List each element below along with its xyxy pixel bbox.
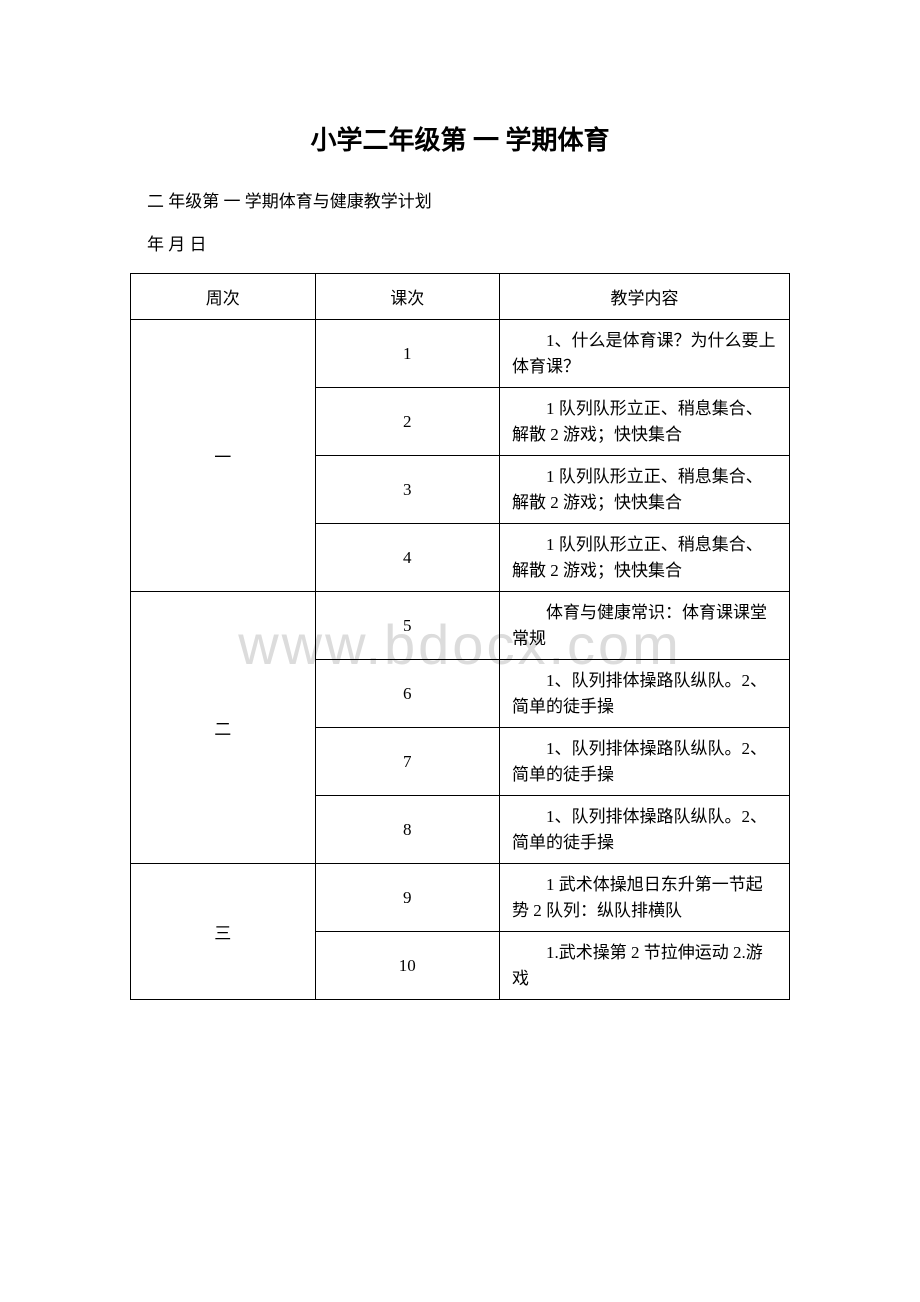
- table-row: 三91 武术体操旭日东升第一节起势 2 队列：纵队排横队: [131, 864, 790, 932]
- header-lesson: 课次: [315, 274, 500, 320]
- lesson-cell: 4: [315, 524, 500, 592]
- document-content: 小学二年级第 一 学期体育 二 年级第 一 学期体育与健康教学计划 年 月 日 …: [130, 120, 790, 1000]
- page-title: 小学二年级第 一 学期体育: [130, 120, 790, 157]
- lesson-cell: 1: [315, 320, 500, 388]
- lesson-cell: 3: [315, 456, 500, 524]
- subtitle-text: 二 年级第 一 学期体育与健康教学计划: [130, 187, 790, 212]
- lesson-cell: 7: [315, 728, 500, 796]
- schedule-table: 周次 课次 教学内容 一11、什么是体育课？为什么要上体育课？21 队列队形立正…: [130, 273, 790, 1000]
- lesson-cell: 8: [315, 796, 500, 864]
- content-cell: 1.武术操第 2 节拉伸运动 2.游戏: [500, 932, 790, 1000]
- content-cell: 1 队列队形立正、稍息集合、解散 2 游戏；快快集合: [500, 388, 790, 456]
- week-cell: 一: [131, 320, 316, 592]
- week-cell: 二: [131, 592, 316, 864]
- week-cell: 三: [131, 864, 316, 1000]
- content-cell: 1、队列排体操路队纵队。2、简单的徒手操: [500, 728, 790, 796]
- table-row: 二5体育与健康常识：体育课课堂常规: [131, 592, 790, 660]
- lesson-cell: 5: [315, 592, 500, 660]
- table-body: 一11、什么是体育课？为什么要上体育课？21 队列队形立正、稍息集合、解散 2 …: [131, 320, 790, 1000]
- header-week: 周次: [131, 274, 316, 320]
- content-cell: 1、队列排体操路队纵队。2、简单的徒手操: [500, 796, 790, 864]
- table-row: 一11、什么是体育课？为什么要上体育课？: [131, 320, 790, 388]
- lesson-cell: 2: [315, 388, 500, 456]
- lesson-cell: 9: [315, 864, 500, 932]
- lesson-cell: 6: [315, 660, 500, 728]
- content-cell: 1、队列排体操路队纵队。2、简单的徒手操: [500, 660, 790, 728]
- date-line: 年 月 日: [130, 230, 790, 255]
- content-cell: 1、什么是体育课？为什么要上体育课？: [500, 320, 790, 388]
- content-cell: 体育与健康常识：体育课课堂常规: [500, 592, 790, 660]
- lesson-cell: 10: [315, 932, 500, 1000]
- content-cell: 1 队列队形立正、稍息集合、解散 2 游戏；快快集合: [500, 456, 790, 524]
- content-cell: 1 队列队形立正、稍息集合、解散 2 游戏；快快集合: [500, 524, 790, 592]
- header-content: 教学内容: [500, 274, 790, 320]
- table-header-row: 周次 课次 教学内容: [131, 274, 790, 320]
- content-cell: 1 武术体操旭日东升第一节起势 2 队列：纵队排横队: [500, 864, 790, 932]
